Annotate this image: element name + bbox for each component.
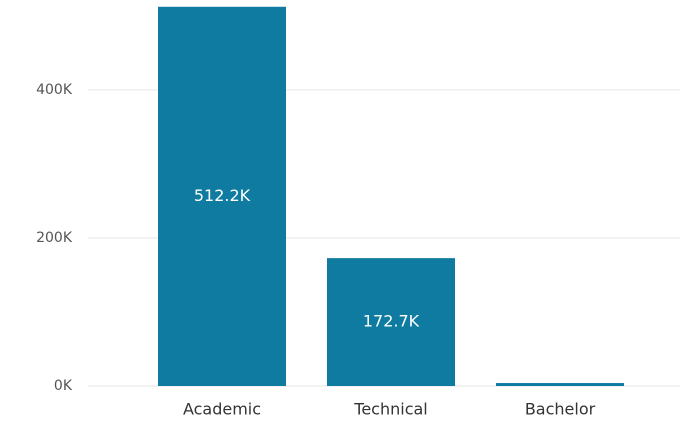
bar: [496, 383, 624, 386]
value-label: 512.2K: [194, 186, 251, 205]
x-tick-label: Technical: [353, 400, 427, 419]
bar: [327, 258, 455, 386]
y-tick-label: 0K: [54, 378, 73, 394]
value-label: 172.7K: [363, 312, 420, 331]
bar: [158, 6, 286, 387]
x-tick-label: Bachelor: [525, 400, 596, 419]
x-tick-label: Academic: [183, 400, 261, 419]
y-tick-label: 400K: [36, 82, 73, 98]
y-tick-label: 200K: [36, 230, 73, 246]
